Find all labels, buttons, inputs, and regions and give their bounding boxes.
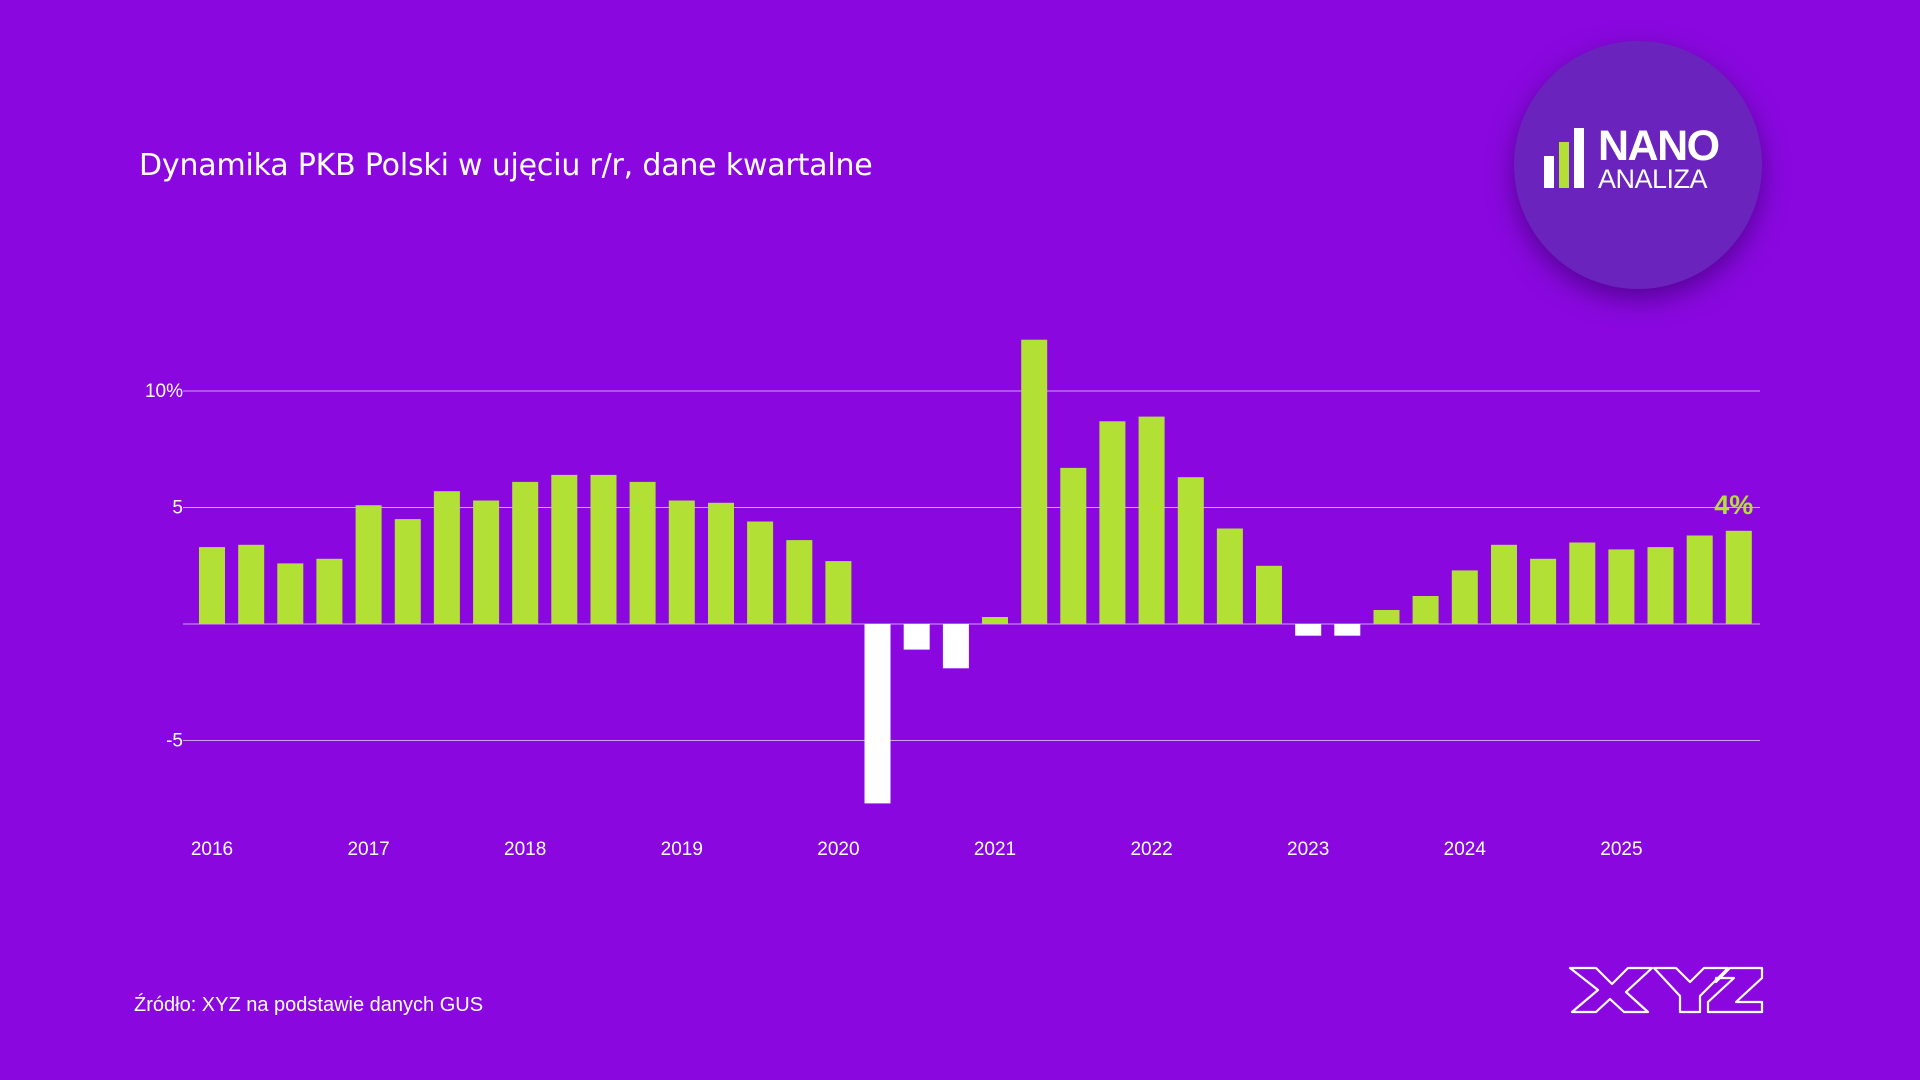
badge-subtitle: ANALIZA [1598, 164, 1708, 194]
xyz-logo-mark [1568, 966, 1764, 1014]
bar-2021-q2 [1021, 339, 1048, 624]
bar-2024-q4 [1569, 542, 1596, 624]
bar-2024-q3 [1530, 558, 1557, 624]
last-value-annotation: 4% [1714, 490, 1753, 520]
bar-2023-q4 [1412, 596, 1439, 624]
bar-2022-q1 [1138, 416, 1165, 624]
badge-icon-bar-short [1544, 156, 1554, 188]
bar-2023-q2 [1334, 624, 1361, 636]
bar-2021-q4 [1099, 421, 1126, 624]
bar-2017-q2 [394, 519, 421, 624]
badge-icon-bar-medium [1559, 142, 1569, 188]
bar-2018-q2 [551, 474, 578, 624]
bar-2025-q1 [1608, 549, 1635, 624]
x-year-label: 2019 [661, 839, 703, 860]
bar-2022-q4 [1256, 565, 1282, 625]
bar-2018-q4 [629, 481, 656, 624]
bar-2021-q3 [1060, 467, 1087, 624]
axis-labels: 10% 5 -5 2016 2017 2018 2019 2020 2021 2022 2023 20… [145, 381, 1753, 860]
y-tick-label: 5 [172, 498, 183, 519]
xyz-logo [1566, 964, 1766, 1016]
x-year-label: 2017 [347, 839, 389, 860]
bar-2022-q2 [1177, 477, 1204, 624]
bar-2022-q3 [1216, 528, 1243, 624]
bar-2018-q3 [590, 474, 617, 624]
bar-2024-q2 [1491, 544, 1517, 624]
bar-2023-q1 [1295, 624, 1322, 636]
bar-2016-q1 [199, 547, 225, 624]
x-year-label: 2024 [1444, 839, 1487, 860]
bar-2020-q1 [825, 561, 852, 624]
x-year-label: 2025 [1600, 839, 1642, 860]
bar-2019-q4 [786, 540, 813, 624]
bar-2019-q2 [708, 502, 734, 624]
bar-2021-q1 [982, 617, 1008, 624]
bar-2023-q3 [1373, 610, 1400, 624]
bar-2017-q3 [433, 491, 460, 624]
bar-2016-q4 [316, 558, 343, 624]
chart-title: Dynamika PKB Polski w ujęciu r/r, dane k… [139, 148, 873, 183]
bar-2025-q4 [1725, 530, 1752, 624]
x-year-label: 2022 [1130, 839, 1172, 860]
badge-title: NANO [1598, 122, 1720, 170]
bar-2017-q1 [355, 505, 382, 624]
bar-2019-q1 [668, 500, 695, 624]
bar-2018-q1 [512, 481, 539, 624]
bar-2016-q3 [277, 563, 304, 624]
bar-2025-q2 [1647, 547, 1674, 624]
x-year-label: 2021 [974, 839, 1016, 860]
bar-2020-q4 [942, 624, 969, 669]
bar-2020-q3 [903, 624, 930, 650]
source-note: Źródło: XYZ na podstawie danych GUS [134, 994, 484, 1016]
x-year-label: 2023 [1287, 839, 1329, 860]
y-tick-label: 10% [145, 381, 183, 402]
bars [199, 339, 1752, 804]
x-year-label: 2020 [817, 839, 859, 860]
x-year-label: 2016 [191, 839, 233, 860]
bar-2017-q4 [473, 500, 500, 624]
bar-2016-q2 [238, 544, 265, 624]
bar-2019-q3 [747, 521, 774, 624]
nano-analiza-badge: NANO ANALIZA [1514, 41, 1762, 289]
x-year-label: 2018 [504, 839, 546, 860]
bar-2024-q1 [1451, 570, 1478, 624]
badge-icon-bar-tall [1574, 128, 1584, 188]
bar-2020-q2 [864, 624, 891, 804]
bar-2025-q3 [1686, 535, 1713, 624]
bar-chart-icon [1544, 128, 1600, 188]
y-tick-label: -5 [166, 731, 183, 752]
